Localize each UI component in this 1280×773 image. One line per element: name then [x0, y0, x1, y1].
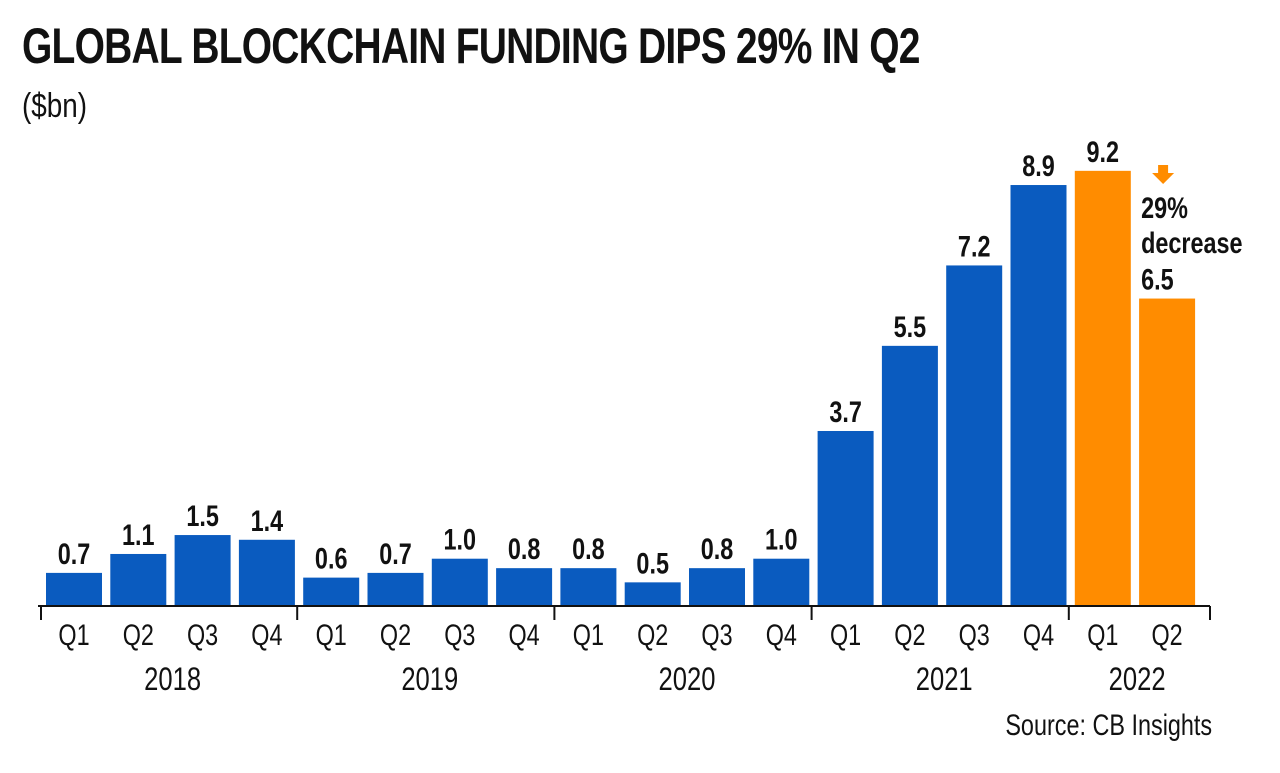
value-label-11: 1.0 [765, 523, 798, 556]
source-note: Source: CB Insights [1005, 709, 1212, 742]
year-label-2018: 2018 [144, 662, 201, 697]
value-label-15: 8.9 [1022, 149, 1055, 182]
quarter-label-4: Q1 [316, 618, 347, 651]
value-label-14: 7.2 [958, 230, 991, 263]
value-label-2: 1.5 [186, 499, 219, 532]
bar-4 [303, 577, 360, 606]
year-label-2020: 2020 [659, 662, 716, 697]
bar-5 [367, 572, 424, 606]
quarter-label-2: Q3 [187, 618, 218, 651]
bar-6 [431, 558, 488, 606]
bar-12 [817, 430, 874, 606]
year-label-2019: 2019 [401, 662, 458, 697]
quarter-label-7: Q4 [508, 618, 539, 651]
quarter-label-10: Q3 [701, 618, 732, 651]
value-label-9: 0.5 [636, 547, 669, 580]
bars-group [46, 170, 1196, 606]
value-label-1: 1.1 [122, 518, 155, 551]
bar-9 [624, 582, 681, 606]
quarter-label-3: Q4 [251, 618, 282, 651]
quarter-label-0: Q1 [58, 618, 89, 651]
value-label-0: 0.7 [58, 537, 91, 570]
quarter-label-17: Q2 [1151, 618, 1182, 651]
value-label-10: 0.8 [701, 532, 734, 565]
value-label-4: 0.6 [315, 542, 348, 575]
quarter-label-11: Q4 [766, 618, 797, 651]
decrease-annotation: 29% decrease [1141, 165, 1243, 260]
chart-title: GLOBAL BLOCKCHAIN FUNDING DIPS 29% IN Q2 [22, 18, 920, 74]
quarter-label-15: Q4 [1023, 618, 1054, 651]
value-label-17: 6.5 [1141, 263, 1174, 296]
quarter-label-13: Q2 [894, 618, 925, 651]
chart-unit-label: ($bn) [22, 87, 88, 125]
bar-11 [753, 558, 810, 606]
bar-3 [238, 539, 295, 606]
bar-13 [881, 345, 938, 606]
bar-10 [689, 568, 745, 606]
quarter-label-9: Q2 [637, 618, 668, 651]
year-labels-group: 2018 2019 2020 2021 2022 [144, 662, 1165, 697]
value-label-8: 0.8 [572, 532, 605, 565]
bar-14 [946, 265, 1003, 606]
bar-8 [560, 568, 617, 606]
down-arrow-icon [1152, 165, 1175, 184]
bar-7 [496, 568, 553, 606]
quarter-label-12: Q1 [830, 618, 861, 651]
bar-16 [1074, 170, 1131, 606]
value-label-6: 1.0 [444, 523, 477, 556]
quarter-label-8: Q1 [573, 618, 604, 651]
value-label-13: 5.5 [894, 310, 927, 343]
x-axis-ticks-group [40, 606, 1211, 620]
value-label-16: 9.2 [1087, 135, 1120, 168]
year-label-2022: 2022 [1109, 662, 1166, 697]
annotation-decrease: decrease [1141, 226, 1242, 259]
year-label-2021: 2021 [916, 662, 973, 697]
bar-2 [174, 535, 231, 606]
quarter-label-6: Q3 [444, 618, 475, 651]
bar-17 [1139, 298, 1196, 606]
annotation-percent: 29% [1141, 191, 1188, 224]
bar-15 [1010, 185, 1067, 606]
quarter-label-16: Q1 [1087, 618, 1118, 651]
quarter-labels-group: Q1 Q2 Q3 Q4 Q1 Q2 Q3 Q4 Q1 Q2 Q3 Q4 Q1 Q2 Q3 Q4 Q1 Q2 [58, 618, 1182, 651]
quarter-label-1: Q2 [123, 618, 154, 651]
quarter-label-5: Q2 [380, 618, 411, 651]
value-labels-group: 0.7 1.1 1.5 1.4 0.6 0.7 1.0 0.8 0.8 0.5 0.8 1.0 3.7 5… [58, 135, 1174, 580]
value-label-12: 3.7 [829, 395, 862, 428]
value-label-3: 1.4 [251, 504, 284, 537]
value-label-7: 0.8 [508, 532, 541, 565]
bar-1 [110, 553, 167, 606]
quarter-label-14: Q3 [959, 618, 990, 651]
bar-0 [46, 572, 102, 606]
value-label-5: 0.7 [379, 537, 412, 570]
